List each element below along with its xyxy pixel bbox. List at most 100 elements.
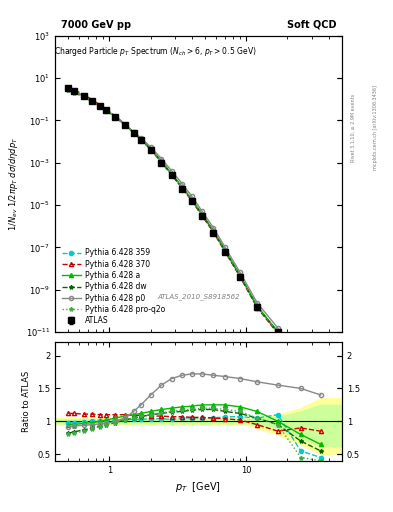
Pythia 6.428 pro-q2o	[72, 90, 76, 96]
Pythia 6.428 359	[275, 328, 280, 334]
Pythia 6.428 pro-q2o	[139, 136, 143, 142]
Pythia 6.428 dw	[97, 103, 102, 110]
Pythia 6.428 359	[180, 185, 185, 191]
Y-axis label: Ratio to ATLAS: Ratio to ATLAS	[22, 371, 31, 432]
Pythia 6.428 359	[211, 229, 216, 235]
Pythia 6.428 359	[131, 130, 136, 136]
Pythia 6.428 a	[200, 211, 204, 217]
Pythia 6.428 pro-q2o	[200, 211, 204, 218]
Pythia 6.428 p0	[255, 300, 259, 306]
Pythia 6.428 370	[139, 136, 143, 142]
Pythia 6.428 359	[169, 172, 174, 178]
Pythia 6.428 359	[223, 248, 228, 254]
Pythia 6.428 pro-q2o	[131, 130, 136, 136]
Pythia 6.428 a	[139, 136, 143, 142]
Pythia 6.428 359	[238, 273, 242, 280]
Pythia 6.428 359	[90, 98, 95, 104]
Pythia 6.428 359	[72, 88, 76, 94]
Pythia 6.428 pro-q2o	[123, 122, 127, 128]
Legend: Pythia 6.428 359, Pythia 6.428 370, Pythia 6.428 a, Pythia 6.428 dw, Pythia 6.42: Pythia 6.428 359, Pythia 6.428 370, Pyth…	[59, 245, 168, 328]
Pythia 6.428 dw	[169, 171, 174, 177]
Pythia 6.428 pro-q2o	[298, 378, 303, 385]
Pythia 6.428 pro-q2o	[180, 184, 185, 190]
Line: Pythia 6.428 p0: Pythia 6.428 p0	[66, 87, 323, 416]
Pythia 6.428 370	[90, 97, 95, 103]
Pythia 6.428 pro-q2o	[113, 114, 118, 120]
Pythia 6.428 a	[255, 303, 259, 309]
Pythia 6.428 a	[113, 113, 118, 119]
Pythia 6.428 pro-q2o	[81, 94, 86, 100]
Pythia 6.428 370	[238, 274, 242, 280]
Pythia 6.428 370	[131, 130, 136, 136]
Pythia 6.428 a	[97, 102, 102, 109]
Pythia 6.428 a	[66, 85, 71, 91]
Pythia 6.428 dw	[189, 197, 194, 203]
Pythia 6.428 pro-q2o	[318, 422, 323, 428]
Pythia 6.428 pro-q2o	[104, 108, 109, 114]
Pythia 6.428 p0	[180, 181, 185, 187]
Y-axis label: $1/N_{ev}\; 1/2\pi p_T\; d\sigma/d\eta dp_T$: $1/N_{ev}\; 1/2\pi p_T\; d\sigma/d\eta d…	[7, 137, 20, 231]
Pythia 6.428 pro-q2o	[66, 87, 71, 93]
Pythia 6.428 pro-q2o	[238, 272, 242, 279]
Text: mcplots.cern.ch [arXiv:1306.3436]: mcplots.cern.ch [arXiv:1306.3436]	[373, 86, 378, 170]
Pythia 6.428 a	[211, 227, 216, 233]
Pythia 6.428 370	[318, 415, 323, 421]
Pythia 6.428 370	[211, 229, 216, 235]
Pythia 6.428 370	[123, 121, 127, 127]
Pythia 6.428 370	[275, 330, 280, 336]
Pythia 6.428 p0	[318, 411, 323, 417]
Pythia 6.428 dw	[298, 374, 303, 380]
Pythia 6.428 a	[159, 158, 164, 164]
Pythia 6.428 dw	[200, 211, 204, 218]
Text: Rivet 3.1.10, ≥ 2.9M events: Rivet 3.1.10, ≥ 2.9M events	[351, 94, 356, 162]
Pythia 6.428 pro-q2o	[255, 304, 259, 310]
Pythia 6.428 370	[104, 106, 109, 113]
Line: Pythia 6.428 a: Pythia 6.428 a	[66, 86, 323, 422]
Pythia 6.428 dw	[90, 99, 95, 105]
Pythia 6.428 pro-q2o	[189, 197, 194, 203]
Pythia 6.428 dw	[180, 184, 185, 190]
Pythia 6.428 a	[148, 146, 153, 152]
Text: 7000 GeV pp: 7000 GeV pp	[61, 20, 131, 30]
Pythia 6.428 a	[223, 247, 228, 253]
Pythia 6.428 359	[200, 212, 204, 219]
Pythia 6.428 370	[148, 146, 153, 153]
Pythia 6.428 pro-q2o	[90, 99, 95, 105]
Pythia 6.428 a	[81, 93, 86, 99]
Pythia 6.428 a	[169, 170, 174, 177]
Pythia 6.428 359	[255, 304, 259, 310]
Pythia 6.428 a	[90, 98, 95, 104]
Pythia 6.428 dw	[223, 248, 228, 254]
Pythia 6.428 a	[238, 272, 242, 278]
Line: Pythia 6.428 370: Pythia 6.428 370	[66, 84, 323, 420]
Pythia 6.428 359	[148, 146, 153, 153]
Pythia 6.428 p0	[189, 194, 194, 200]
Pythia 6.428 dw	[131, 130, 136, 136]
Pythia 6.428 a	[189, 197, 194, 203]
Line: Pythia 6.428 359: Pythia 6.428 359	[66, 86, 323, 426]
Pythia 6.428 p0	[90, 98, 95, 104]
Pythia 6.428 370	[200, 212, 204, 219]
Pythia 6.428 dw	[66, 87, 71, 93]
Pythia 6.428 a	[72, 88, 76, 94]
Pythia 6.428 p0	[97, 103, 102, 109]
Text: ATLAS_2010_S8918562: ATLAS_2010_S8918562	[157, 293, 240, 300]
Pythia 6.428 370	[97, 102, 102, 108]
Pythia 6.428 370	[255, 305, 259, 311]
Pythia 6.428 pro-q2o	[223, 247, 228, 253]
Pythia 6.428 359	[318, 421, 323, 427]
Pythia 6.428 370	[189, 198, 194, 204]
Pythia 6.428 p0	[169, 168, 174, 174]
Pythia 6.428 p0	[148, 144, 153, 150]
Text: Soft QCD: Soft QCD	[286, 20, 336, 30]
Pythia 6.428 359	[298, 377, 303, 383]
Pythia 6.428 dw	[211, 228, 216, 234]
Pythia 6.428 p0	[131, 129, 136, 135]
Line: Pythia 6.428 pro-q2o: Pythia 6.428 pro-q2o	[66, 88, 323, 427]
Pythia 6.428 370	[298, 372, 303, 378]
Pythia 6.428 pro-q2o	[159, 159, 164, 165]
Pythia 6.428 dw	[255, 304, 259, 310]
Pythia 6.428 359	[104, 107, 109, 113]
Pythia 6.428 a	[275, 329, 280, 335]
Pythia 6.428 dw	[238, 273, 242, 279]
